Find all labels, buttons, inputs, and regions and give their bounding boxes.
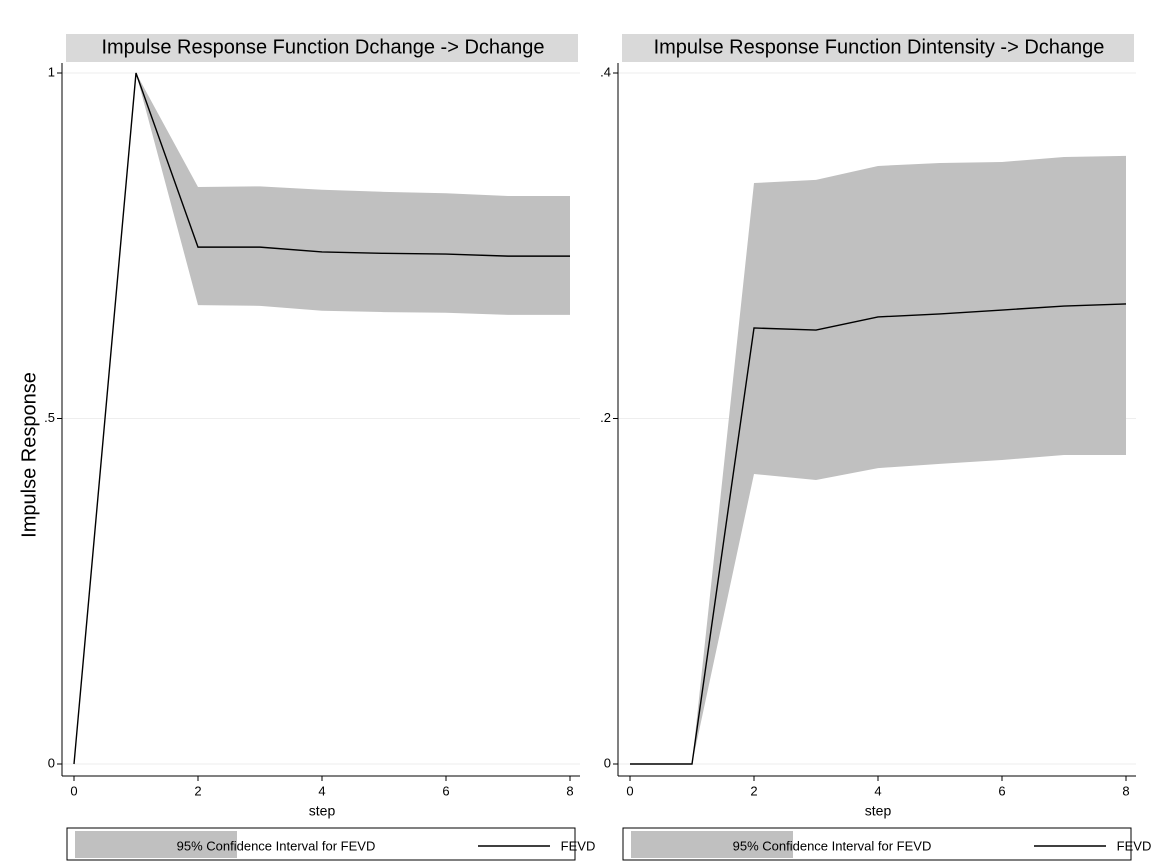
- y-tick-label: 0: [604, 755, 611, 770]
- title-bar: [66, 34, 578, 62]
- x-tick-label: 8: [566, 783, 573, 798]
- y-axis-label: Impulse Response: [18, 372, 40, 538]
- legend-label: FEVD: [1117, 838, 1152, 853]
- title-bar: [622, 34, 1134, 62]
- legend-label: 95% Confidence Interval for FEVD: [733, 838, 932, 853]
- x-tick-label: 8: [1122, 783, 1129, 798]
- x-tick-label: 0: [626, 783, 633, 798]
- legend-label: 95% Confidence Interval for FEVD: [177, 838, 376, 853]
- legend-label: FEVD: [561, 838, 596, 853]
- chart-title: Impulse Response Function Dchange -> Dch…: [101, 36, 544, 58]
- y-tick-label: .2: [600, 410, 611, 425]
- confidence-band: [630, 155, 1126, 765]
- chart-title: Impulse Response Function Dintensity -> …: [654, 36, 1105, 58]
- series-line: [73, 72, 570, 765]
- x-tick-label: 6: [442, 783, 449, 798]
- y-tick-label: 0: [48, 755, 55, 770]
- legend-swatch: [631, 831, 793, 858]
- x-tick-label: 4: [318, 783, 325, 798]
- legend-swatch: [75, 831, 237, 858]
- y-tick-label: 1: [48, 64, 55, 79]
- x-tick-label: 4: [874, 783, 881, 798]
- y-tick-label: .5: [44, 410, 55, 425]
- x-tick-label: 2: [750, 783, 757, 798]
- series-line: [630, 303, 1127, 765]
- y-tick-label: .4: [600, 64, 611, 79]
- x-tick-label: 6: [998, 783, 1005, 798]
- x-tick-label: 0: [70, 783, 77, 798]
- x-axis-label: step: [309, 803, 336, 819]
- x-tick-label: 2: [194, 783, 201, 798]
- x-axis-label: step: [865, 803, 892, 819]
